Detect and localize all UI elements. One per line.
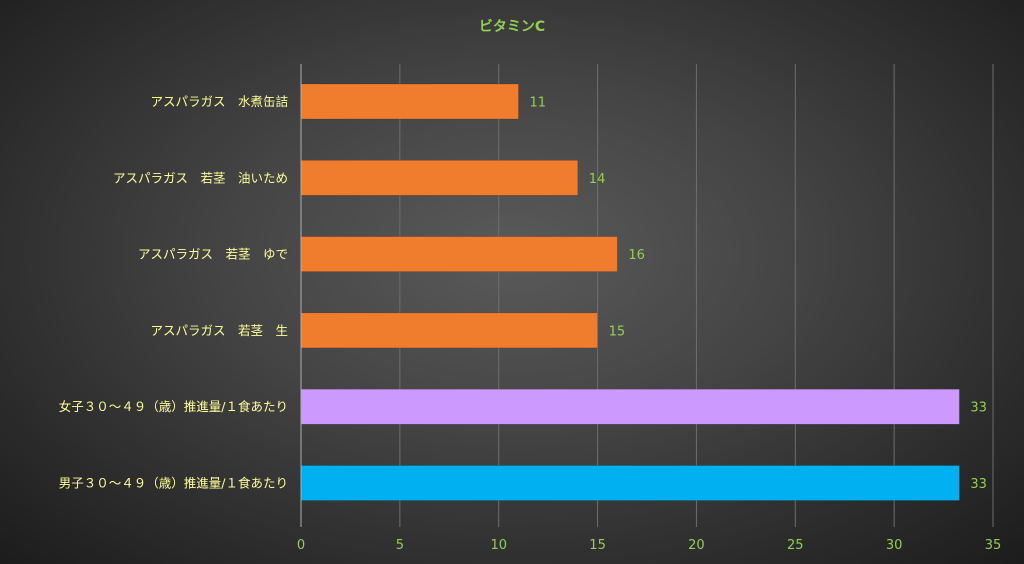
- data-label: 16: [628, 248, 645, 263]
- x-tick-label: 0: [297, 538, 305, 553]
- bar: [300, 312, 598, 349]
- data-label: 33: [970, 401, 987, 416]
- gridlines: [399, 64, 994, 527]
- category-label: アスパラガス 若茎 油いため: [113, 170, 288, 185]
- data-label: 15: [609, 324, 626, 339]
- bar: [300, 236, 618, 272]
- x-tick-label: 5: [396, 538, 404, 553]
- category-label: アスパラガス 若茎 ゆで: [138, 247, 288, 262]
- x-tick-label: 35: [985, 538, 1002, 553]
- data-label: 33: [970, 477, 987, 492]
- category-label: 男子３０～４９（歳）推進量/１食あたり: [59, 476, 288, 491]
- x-tick-label: 30: [886, 538, 903, 553]
- category-label: アスパラガス 若茎 生: [150, 323, 288, 338]
- category-label: アスパラガス 水煮缶詰: [150, 94, 288, 109]
- bar: [300, 83, 519, 120]
- bars: [300, 83, 960, 501]
- bar: [300, 160, 579, 196]
- data-label: 11: [529, 96, 546, 111]
- x-tick-label: 10: [490, 538, 507, 553]
- chart-title: ビタミンC: [479, 19, 545, 35]
- category-label: 女子３０～４９（歳）推進量/１食あたり: [59, 399, 288, 414]
- x-tick-label: 25: [787, 538, 804, 553]
- x-tick-label: 15: [589, 538, 606, 553]
- bar: [300, 388, 960, 425]
- data-label: 14: [589, 172, 606, 187]
- x-tick-label: 20: [688, 538, 705, 553]
- bar: [300, 465, 960, 501]
- labels: 0 5 10 15 20 25 30 35 アスパラガス 水煮缶詰 11 アスパラガス 若茎 油いた…: [59, 94, 1001, 553]
